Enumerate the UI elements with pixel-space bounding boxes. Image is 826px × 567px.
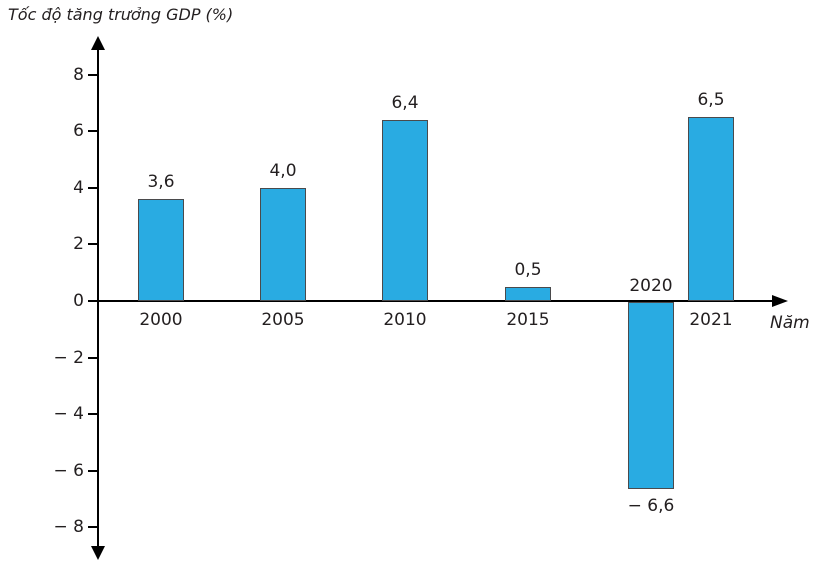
y-tick-mark--2 <box>88 356 97 359</box>
y-tick-label-0: 0 <box>73 291 84 311</box>
y-axis-line <box>97 44 99 548</box>
chart-title: Tốc độ tăng trưởng GDP (%) <box>8 5 234 24</box>
year-label-2010: 2010 <box>383 310 427 330</box>
value-label-2020: − 6,6 <box>627 495 675 516</box>
bar-2010 <box>382 119 428 301</box>
year-label-2015: 2015 <box>506 310 550 330</box>
y-tick-label--4: − 4 <box>53 404 84 425</box>
y-tick-mark-2 <box>88 243 97 246</box>
y-axis-down-arrow-icon <box>91 546 105 560</box>
x-axis-right-arrow-icon <box>772 295 788 307</box>
value-label-2021: 6,5 <box>697 90 725 111</box>
y-tick-label-6: 6 <box>73 121 84 142</box>
bar-2015 <box>505 286 551 301</box>
year-label-2000: 2000 <box>139 310 183 330</box>
year-label-2021: 2021 <box>689 310 733 330</box>
year-label-2020: 2020 <box>629 276 673 296</box>
y-tick-label-4: 4 <box>73 177 84 198</box>
y-tick-label--2: − 2 <box>53 347 84 368</box>
value-label-2015: 0,5 <box>514 259 542 280</box>
y-tick-mark-8 <box>88 73 97 76</box>
y-axis-up-arrow-icon <box>91 36 105 50</box>
x-axis-label: Năm <box>770 313 810 333</box>
year-label-2005: 2005 <box>261 310 305 330</box>
x-axis-line <box>97 300 773 302</box>
bar-2020 <box>628 302 674 489</box>
y-tick-mark-6 <box>88 130 97 133</box>
value-label-2000: 3,6 <box>147 172 175 193</box>
y-tick-label-2: 2 <box>73 234 84 255</box>
y-tick-label-8: 8 <box>73 64 84 85</box>
y-tick-mark--6 <box>88 469 97 472</box>
y-tick-label--8: − 8 <box>53 517 84 538</box>
y-tick-mark-4 <box>88 186 97 189</box>
y-tick-mark--4 <box>88 413 97 416</box>
y-tick-mark-0 <box>88 300 97 302</box>
y-tick-mark--8 <box>88 526 97 529</box>
bar-2021 <box>688 117 734 301</box>
bar-2000 <box>138 199 184 301</box>
y-tick-label--6: − 6 <box>53 460 84 481</box>
value-label-2010: 6,4 <box>391 92 419 113</box>
bar-2005 <box>260 187 306 301</box>
value-label-2005: 4,0 <box>269 160 297 181</box>
